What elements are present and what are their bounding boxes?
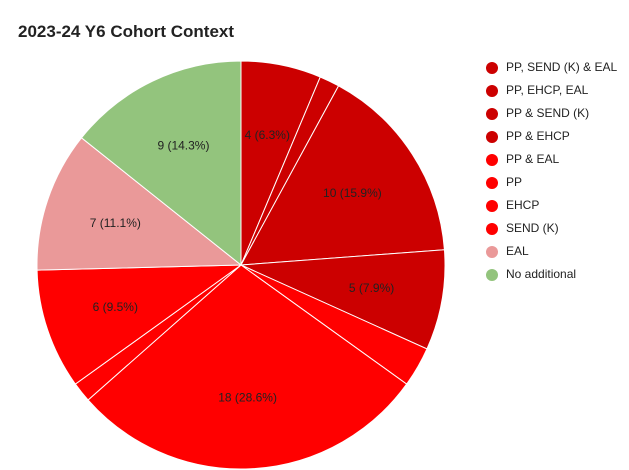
slice-data-label: 5 (7.9%) — [349, 281, 394, 295]
legend-item: EHCP — [486, 198, 626, 213]
legend-swatch — [486, 269, 498, 281]
legend-swatch — [486, 62, 498, 74]
slice-data-label: 4 (6.3%) — [245, 128, 290, 142]
legend-swatch — [486, 246, 498, 258]
legend-label: PP & EHCP — [506, 129, 570, 143]
slice-data-label: 6 (9.5%) — [93, 300, 138, 314]
legend-swatch — [486, 131, 498, 143]
legend-item: PP & SEND (K) — [486, 106, 626, 121]
legend-item: PP, SEND (K) & EAL — [486, 60, 626, 75]
slice-data-label: 7 (11.1%) — [90, 216, 141, 230]
legend: PP, SEND (K) & EAL PP, EHCP, EAL PP & SEND… — [486, 60, 626, 290]
legend-label: PP, SEND (K) & EAL — [506, 60, 618, 74]
pie-slice-10 — [80, 60, 242, 267]
pie-slice-4 — [240, 249, 446, 350]
legend-swatch — [486, 154, 498, 166]
legend-item: PP & EHCP — [486, 129, 626, 144]
legend-item: PP, EHCP, EAL — [486, 83, 626, 98]
legend-label: EHCP — [506, 198, 540, 212]
legend-item: EAL — [486, 244, 626, 259]
pie-slice-8 — [36, 264, 243, 385]
legend-label: PP — [506, 175, 523, 189]
pie-slice-6 — [87, 264, 408, 470]
pie-slice-3 — [240, 85, 445, 266]
legend-label: No additional — [506, 267, 577, 281]
legend-item: PP — [486, 175, 626, 190]
legend-item: No additional — [486, 267, 626, 282]
slice-data-label: 10 (15.9%) — [323, 186, 382, 200]
slice-data-label: 18 (28.6%) — [218, 390, 277, 404]
slice-data-label: 9 (14.3%) — [157, 139, 209, 153]
chart-title: 2023-24 Y6 Cohort Context — [18, 22, 235, 41]
legend-swatch — [486, 177, 498, 189]
legend-swatch — [486, 108, 498, 120]
legend-item: PP & EAL — [486, 152, 626, 167]
legend-label: SEND (K) — [506, 221, 559, 235]
legend-swatch — [486, 200, 498, 212]
legend-swatch — [486, 85, 498, 97]
pie-slice-9 — [36, 137, 243, 271]
legend-item: SEND (K) — [486, 221, 626, 236]
legend-label: PP & SEND (K) — [506, 106, 590, 120]
legend-swatch — [486, 223, 498, 235]
legend-label: EAL — [506, 244, 529, 258]
legend-label: PP, EHCP, EAL — [506, 83, 589, 97]
legend-label: PP & EAL — [506, 152, 560, 166]
